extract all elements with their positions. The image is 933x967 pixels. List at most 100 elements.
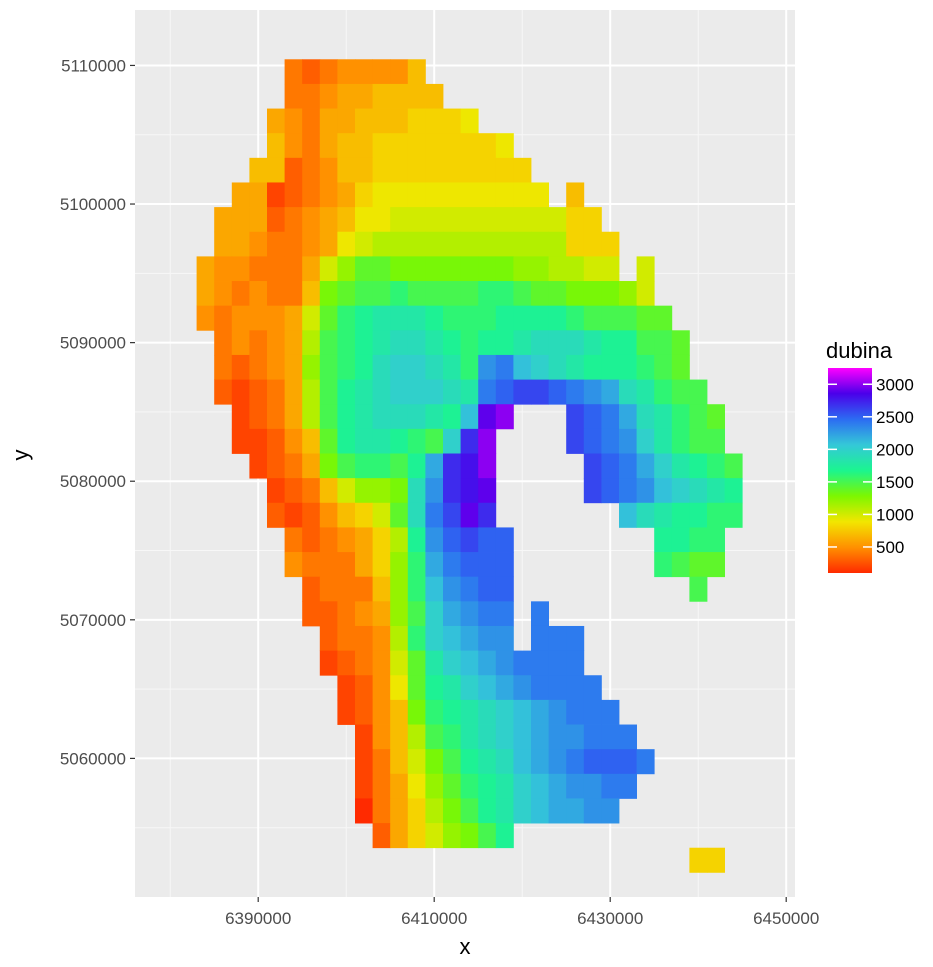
raster-cell [355, 404, 373, 430]
raster-cell [390, 108, 409, 134]
raster-cell [302, 182, 321, 208]
raster-cell [619, 749, 637, 775]
raster-cell [372, 576, 391, 602]
raster-cell [689, 478, 708, 504]
raster-cell [531, 773, 549, 799]
raster-cell [355, 625, 373, 652]
raster-cell [460, 354, 479, 380]
raster-cell [724, 502, 743, 528]
raster-cell [478, 823, 497, 849]
raster-cell [355, 527, 373, 553]
raster-cell [390, 305, 409, 331]
raster-cell [531, 256, 549, 282]
raster-cell [460, 823, 479, 849]
raster-cell [601, 428, 620, 454]
raster-cell [548, 281, 567, 307]
raster-cell [355, 428, 373, 454]
raster-cell [390, 83, 409, 109]
raster-cell [319, 404, 338, 430]
raster-cell [636, 453, 655, 479]
raster-cell [249, 379, 268, 405]
raster-cell [548, 798, 567, 824]
raster-cell [355, 256, 373, 282]
raster-cell [407, 182, 426, 208]
raster-cell [460, 675, 479, 701]
raster-cell [337, 404, 356, 430]
raster-cell [654, 404, 673, 430]
raster-cell [372, 625, 391, 652]
raster-cell [443, 650, 461, 676]
raster-cell [531, 379, 549, 405]
raster-cell [478, 281, 497, 307]
raster-cell [601, 404, 620, 430]
x-tick-label: 6450000 [753, 909, 819, 928]
raster-cell [583, 773, 602, 799]
raster-cell [619, 773, 637, 799]
raster-cell [566, 699, 585, 725]
raster-cell [390, 478, 409, 504]
raster-cell [460, 256, 479, 282]
raster-cell [460, 157, 479, 183]
raster-cell [583, 305, 602, 331]
raster-cell [478, 650, 497, 676]
raster-cell [407, 133, 426, 159]
raster-cell [390, 552, 409, 578]
raster-cell [284, 281, 303, 307]
raster-cell [495, 404, 514, 430]
raster-cell [372, 724, 391, 750]
raster-cell [460, 404, 479, 430]
raster-cell [689, 576, 708, 602]
raster-cell [495, 749, 514, 775]
raster-cell [319, 453, 338, 479]
raster-cell [601, 453, 620, 479]
raster-cell [566, 675, 585, 701]
raster-cell [390, 773, 409, 799]
raster-cell [319, 478, 338, 504]
y-axis: 5060000 5070000 5080000 5090000 5100000 51100… [60, 56, 135, 768]
raster-cell [443, 675, 461, 701]
raster-cell [337, 453, 356, 479]
raster-cell [407, 108, 426, 134]
raster-cell [601, 231, 620, 257]
y-tick-label: 5080000 [60, 472, 126, 491]
raster-cell [425, 552, 444, 578]
raster-cell [372, 404, 391, 430]
raster-cell [425, 798, 444, 824]
raster-cell [249, 207, 268, 233]
raster-cell [337, 59, 356, 85]
raster-cell [390, 231, 409, 257]
raster-cell [443, 231, 461, 257]
raster-cell [407, 552, 426, 578]
raster-cell [196, 305, 215, 331]
raster-cell [267, 305, 285, 331]
raster-cell [566, 281, 585, 307]
raster-cell [407, 379, 426, 405]
raster-cell [548, 724, 567, 750]
raster-cell [478, 428, 497, 454]
raster-cell [478, 798, 497, 824]
raster-cell [495, 133, 514, 159]
raster-cell [531, 354, 549, 380]
raster-cell [284, 59, 303, 85]
raster-cell [689, 502, 708, 528]
raster-cell [495, 675, 514, 701]
raster-cell [302, 527, 321, 553]
raster-cell [583, 207, 602, 233]
raster-cell [495, 576, 514, 602]
raster-cell [267, 207, 285, 233]
raster-cell [443, 576, 461, 602]
raster-cell [425, 404, 444, 430]
raster-cell [654, 478, 673, 504]
raster-cell [284, 83, 303, 109]
raster-cell [513, 354, 532, 380]
raster-cell [531, 675, 549, 701]
raster-cell [513, 256, 532, 282]
raster-cell [407, 798, 426, 824]
raster-cell [478, 404, 497, 430]
raster-cell [355, 576, 373, 602]
raster-cell [284, 305, 303, 331]
raster-cell [443, 749, 461, 775]
raster-cell [214, 207, 233, 233]
raster-cell [249, 354, 268, 380]
